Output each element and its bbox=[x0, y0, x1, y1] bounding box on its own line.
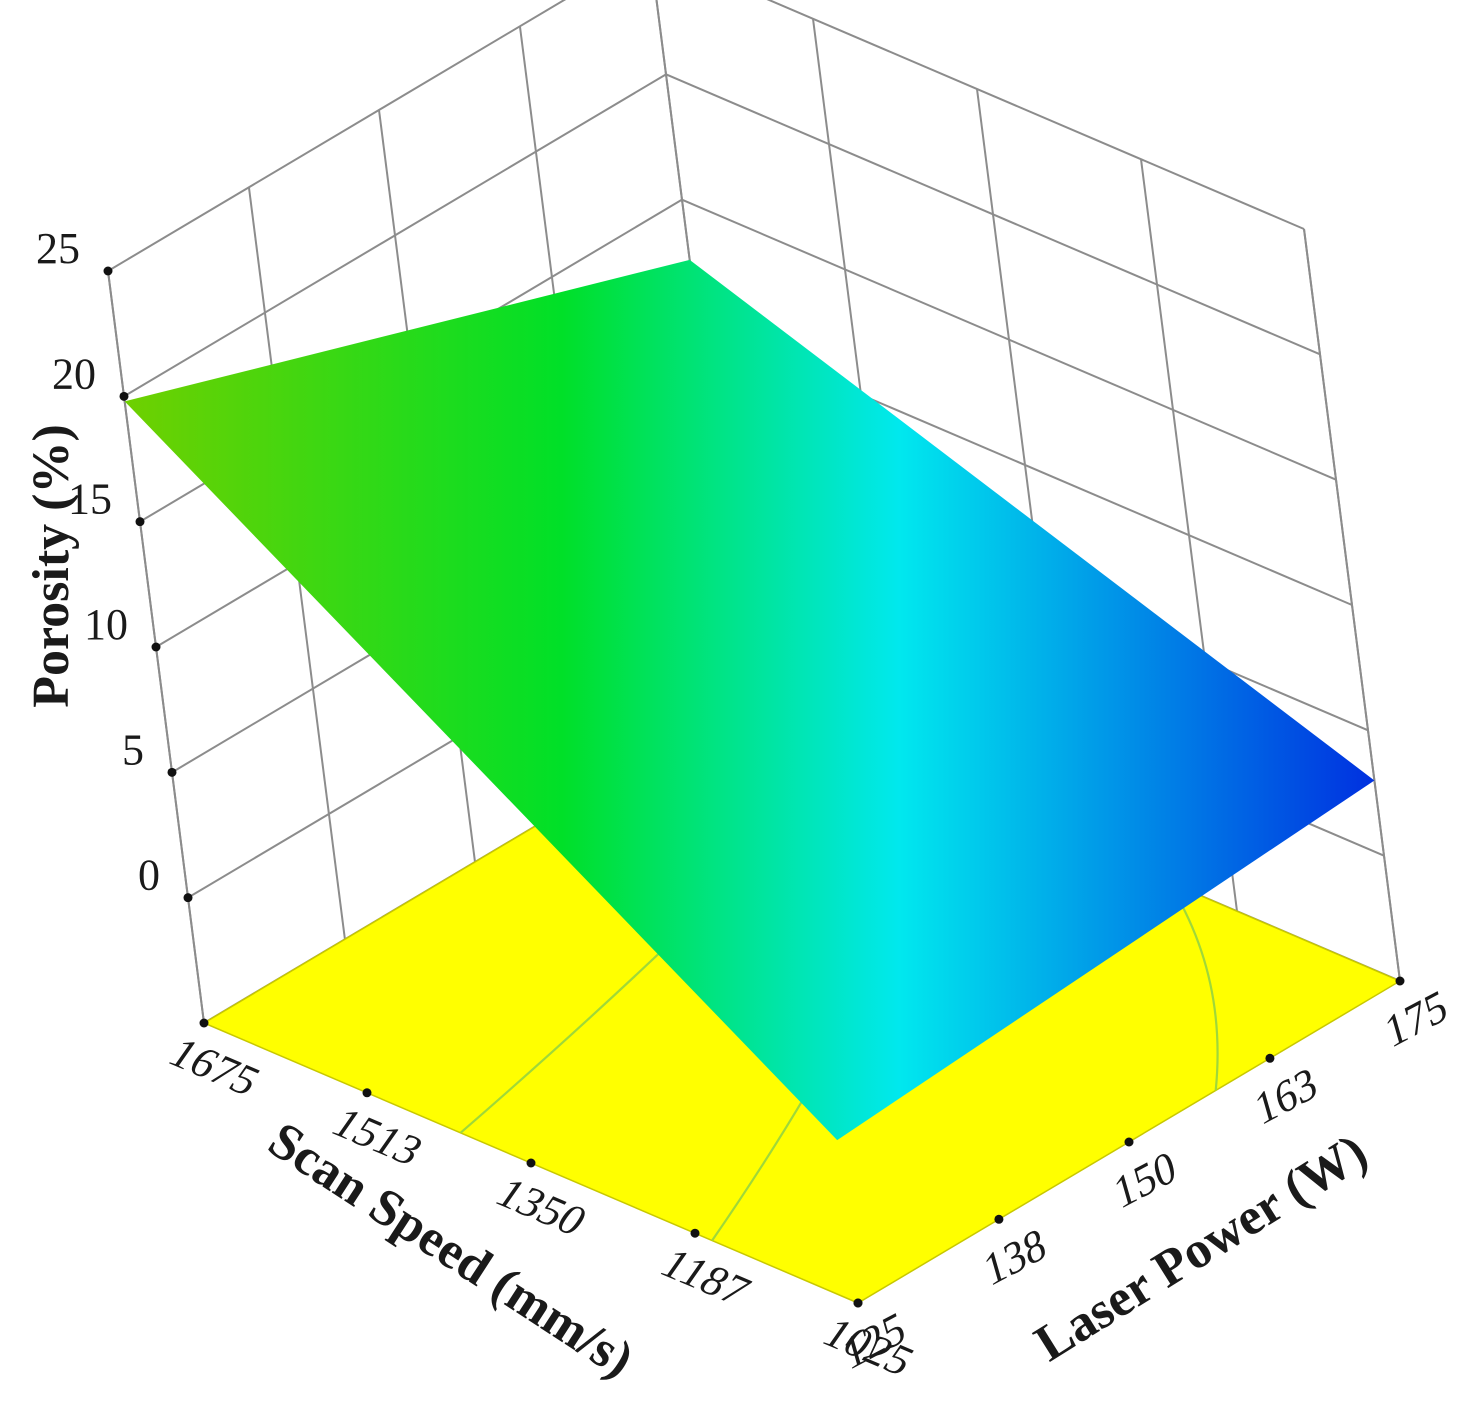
z-tick-mark bbox=[183, 893, 193, 903]
y-tick-label: 163 bbox=[1250, 1056, 1322, 1136]
z-tick-mark bbox=[135, 517, 145, 527]
z-tick-label: 25 bbox=[36, 224, 80, 273]
z-tick-mark bbox=[119, 391, 129, 401]
z-tick-mark bbox=[151, 642, 161, 652]
z-tick-label: 10 bbox=[84, 600, 128, 649]
z-axis-title: Porosity (%) bbox=[23, 424, 80, 708]
x-tick-mark bbox=[362, 1088, 372, 1098]
response-surface bbox=[124, 259, 1375, 1141]
z-tick-label: 15 bbox=[68, 475, 112, 524]
x-tick-mark bbox=[526, 1158, 536, 1168]
y-tick-mark bbox=[1395, 976, 1405, 986]
y-tick-mark bbox=[994, 1214, 1004, 1224]
z-tick-label: 5 bbox=[122, 725, 144, 774]
y-tick-label: 175 bbox=[1380, 979, 1452, 1059]
y-tick-mark bbox=[853, 1298, 863, 1308]
z-tick-label: 0 bbox=[138, 851, 160, 900]
grid-line bbox=[766, 0, 1305, 230]
grid-line bbox=[1303, 228, 1401, 982]
y-tick-label: 150 bbox=[1109, 1140, 1181, 1220]
x-tick-mark bbox=[199, 1018, 209, 1028]
surface-patch bbox=[124, 259, 1375, 1141]
x-tick-mark bbox=[690, 1228, 700, 1238]
z-axis-ticks: 0 5 10 15 20 25 bbox=[36, 224, 193, 903]
y-tick-mark bbox=[1265, 1053, 1275, 1063]
y-tick-mark bbox=[1124, 1137, 1134, 1147]
z-tick-mark bbox=[103, 266, 113, 276]
grid-line bbox=[107, 0, 567, 272]
z-tick-mark bbox=[167, 767, 177, 777]
z-tick-label: 20 bbox=[52, 349, 96, 398]
y-tick-label: 138 bbox=[979, 1217, 1051, 1297]
